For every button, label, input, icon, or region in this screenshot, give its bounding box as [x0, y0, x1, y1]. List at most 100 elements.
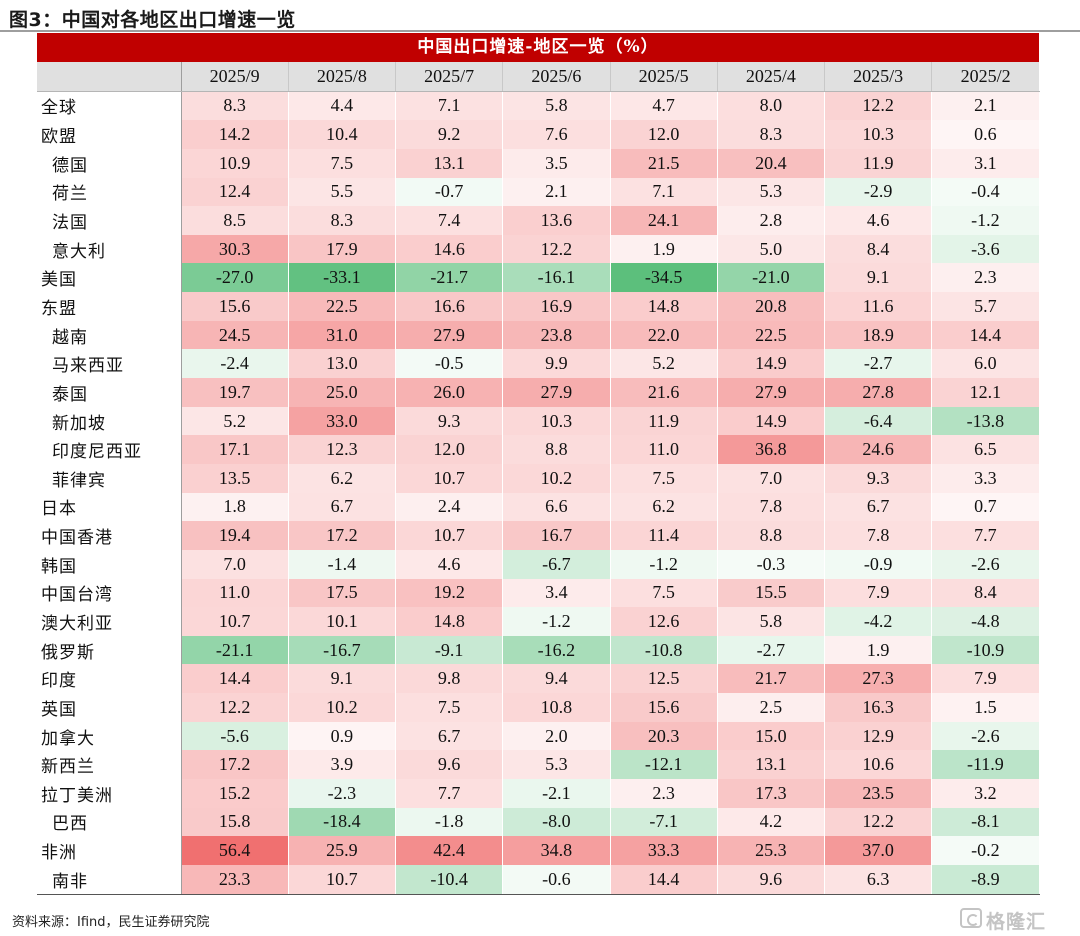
table-row: 菲律宾 13.5 6.2 10.7 10.2 7.5 7.0 9.3 3.3: [37, 463, 1040, 493]
value-cell: 7.5: [288, 148, 397, 178]
value-cell: -2.9: [824, 177, 933, 207]
value-cell: 20.3: [610, 721, 718, 751]
value-cell: 20.4: [717, 148, 826, 178]
value-cell: 9.4: [502, 664, 611, 694]
column-header: 2025/2: [931, 62, 1039, 92]
value-cell: 18.9: [824, 320, 933, 350]
row-label: 非洲: [37, 836, 182, 865]
value-cell: 22.5: [288, 292, 397, 321]
value-cell: 9.1: [824, 263, 933, 293]
value-cell: -4.2: [824, 607, 933, 636]
value-cell: -1.4: [288, 549, 397, 579]
column-header: 2025/7: [395, 62, 504, 92]
value-cell: 11.0: [181, 578, 289, 608]
value-cell: 10.7: [181, 607, 289, 636]
title-divider: [0, 30, 1080, 32]
value-cell: 8.0: [717, 91, 826, 121]
value-cell: 2.3: [931, 263, 1040, 293]
value-cell: 11.9: [610, 406, 718, 436]
value-cell: -10.9: [931, 635, 1040, 665]
value-cell: 3.5: [502, 148, 611, 178]
value-cell: 14.8: [395, 607, 504, 636]
value-cell: 12.1: [931, 378, 1040, 407]
value-cell: 27.9: [717, 378, 826, 407]
value-cell: 2.4: [395, 492, 504, 522]
value-cell: 20.8: [717, 292, 826, 321]
value-cell: 9.3: [824, 463, 933, 493]
value-cell: 17.3: [717, 779, 826, 808]
value-cell: -0.7: [395, 177, 504, 207]
table-body: 全球 8.3 4.4 7.1 5.8 4.7 8.0 12.2 2.1 欧盟 14.2 10.4 9.2…: [37, 91, 1040, 895]
value-cell: 14.8: [610, 292, 718, 321]
value-cell: 6.3: [824, 864, 933, 895]
value-cell: -7.1: [610, 807, 718, 837]
value-cell: 8.3: [288, 206, 397, 235]
table-row: 意大利 30.3 17.9 14.6 12.2 1.9 5.0 8.4 -3.6: [37, 234, 1040, 264]
value-cell: 1.9: [610, 234, 718, 264]
table-row: 俄罗斯 -21.1 -16.7 -9.1 -16.2 -10.8 -2.7 1.9 -10.9: [37, 635, 1040, 665]
value-cell: -5.6: [181, 721, 289, 751]
row-label: 意大利: [37, 234, 182, 264]
table-row: 东盟 15.6 22.5 16.6 16.9 14.8 20.8 11.6 5.7: [37, 292, 1040, 321]
table-row: 德国 10.9 7.5 13.1 3.5 21.5 20.4 11.9 3.1: [37, 148, 1040, 178]
value-cell: 4.6: [395, 549, 504, 579]
value-cell: 12.4: [181, 177, 289, 207]
table-row: 美国 -27.0 -33.1 -21.7 -16.1 -34.5 -21.0 9.1 2.3: [37, 263, 1040, 293]
value-cell: -8.1: [931, 807, 1040, 837]
value-cell: 30.3: [181, 234, 289, 264]
value-cell: 11.4: [610, 521, 718, 550]
value-cell: 31.0: [288, 320, 397, 350]
value-cell: 7.8: [824, 521, 933, 550]
value-cell: -2.7: [824, 349, 933, 379]
value-cell: 37.0: [824, 836, 933, 865]
value-cell: -1.2: [610, 549, 718, 579]
row-label: 印度尼西亚: [37, 435, 182, 464]
row-label: 澳大利亚: [37, 607, 182, 636]
value-cell: 13.5: [181, 463, 289, 493]
value-cell: -4.8: [931, 607, 1040, 636]
value-cell: -2.6: [931, 549, 1040, 579]
column-header: 2025/3: [824, 62, 933, 92]
value-cell: 6.2: [610, 492, 718, 522]
value-cell: 7.6: [502, 120, 611, 149]
value-cell: -8.0: [502, 807, 611, 837]
value-cell: -2.7: [717, 635, 826, 665]
value-cell: 5.0: [717, 234, 826, 264]
value-cell: 12.2: [824, 91, 933, 121]
value-cell: 23.3: [181, 864, 289, 895]
table-header-row: 2025/9 2025/8 2025/7 2025/6 2025/5 2025/4 2025…: [37, 62, 1039, 92]
value-cell: 7.9: [824, 578, 933, 608]
table-row: 非洲 56.4 25.9 42.4 34.8 33.3 25.3 37.0 -0.2: [37, 836, 1040, 865]
row-label: 俄罗斯: [37, 635, 182, 665]
value-cell: 5.3: [502, 750, 611, 780]
value-cell: 27.3: [824, 664, 933, 694]
value-cell: 26.0: [395, 378, 504, 407]
value-cell: -27.0: [181, 263, 289, 293]
value-cell: 14.6: [395, 234, 504, 264]
value-cell: 5.3: [717, 177, 826, 207]
row-label: 中国香港: [37, 521, 182, 550]
table-row: 新西兰 17.2 3.9 9.6 5.3 -12.1 13.1 10.6 -11.9: [37, 750, 1040, 780]
value-cell: 15.8: [181, 807, 289, 837]
value-cell: -0.4: [931, 177, 1040, 207]
value-cell: 0.7: [931, 492, 1040, 522]
value-cell: 24.5: [181, 320, 289, 350]
table-row: 日本 1.8 6.7 2.4 6.6 6.2 7.8 6.7 0.7: [37, 492, 1040, 522]
table-row: 印度尼西亚 17.1 12.3 12.0 8.8 11.0 36.8 24.6 6.5: [37, 435, 1040, 464]
value-cell: 4.6: [824, 206, 933, 235]
value-cell: 13.1: [717, 750, 826, 780]
value-cell: 33.3: [610, 836, 718, 865]
column-header: 2025/8: [288, 62, 397, 92]
value-cell: 42.4: [395, 836, 504, 865]
row-label: 东盟: [37, 292, 182, 321]
value-cell: 5.7: [931, 292, 1040, 321]
table-row: 马来西亚 -2.4 13.0 -0.5 9.9 5.2 14.9 -2.7 6.0: [37, 349, 1040, 379]
value-cell: 10.4: [288, 120, 397, 149]
value-cell: 19.4: [181, 521, 289, 550]
value-cell: -8.9: [931, 864, 1040, 895]
value-cell: 4.7: [610, 91, 718, 121]
value-cell: 5.2: [610, 349, 718, 379]
value-cell: 8.4: [824, 234, 933, 264]
value-cell: 8.8: [717, 521, 826, 550]
value-cell: -9.1: [395, 635, 504, 665]
